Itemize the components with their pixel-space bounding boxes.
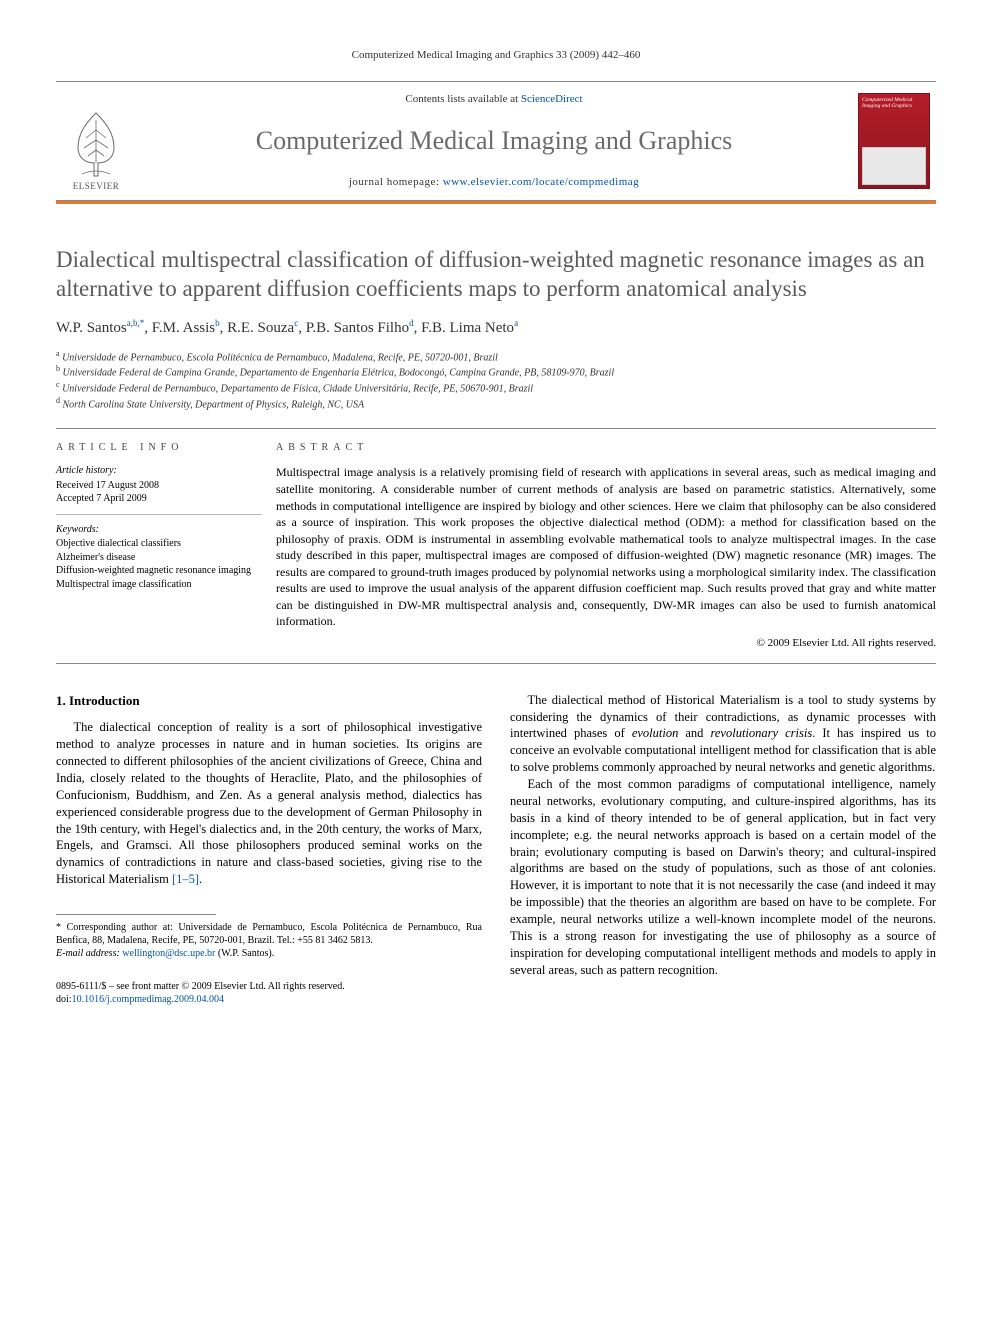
emphasis: evolution xyxy=(632,726,679,740)
keyword: Diffusion-weighted magnetic resonance im… xyxy=(56,564,262,578)
author: R.E. Souzac xyxy=(227,320,298,336)
doi-link[interactable]: 10.1016/j.compmedimag.2009.04.004 xyxy=(72,994,225,1005)
email-person: (W.P. Santos). xyxy=(215,948,274,959)
journal-masthead: ELSEVIER Contents lists available at Sci… xyxy=(56,81,936,201)
affil-text: Universidade de Pernambuco, Escola Polit… xyxy=(62,352,498,363)
body-paragraph: The dialectical conception of reality is… xyxy=(56,719,482,888)
journal-cover-block: Computerized Medical Imaging and Graphic… xyxy=(852,82,936,200)
cover-image-placeholder xyxy=(862,147,926,185)
journal-title: Computerized Medical Imaging and Graphic… xyxy=(144,123,844,158)
footnote-separator xyxy=(56,914,216,915)
info-abstract-row: article info Article history: Received 1… xyxy=(56,428,936,664)
issn-copyright-line: 0895-6111/$ – see front matter © 2009 El… xyxy=(56,980,482,993)
doi-label: doi: xyxy=(56,994,72,1005)
keywords-title: Keywords: xyxy=(56,523,262,537)
article-body: 1. Introduction The dialectical concepti… xyxy=(56,692,936,1006)
contents-available-line: Contents lists available at ScienceDirec… xyxy=(144,92,844,107)
keywords-block: Keywords: Objective dialectical classifi… xyxy=(56,523,262,600)
affiliation: b Universidade Federal de Campina Grande… xyxy=(56,364,936,380)
para-text: . xyxy=(199,872,202,886)
publisher-logo-block: ELSEVIER xyxy=(56,82,136,200)
section-heading: 1. Introduction xyxy=(56,692,482,710)
affiliation-list: a Universidade de Pernambuco, Escola Pol… xyxy=(56,349,936,412)
abstract-body: Multispectral image analysis is a relati… xyxy=(276,464,936,629)
author-marks: a,b,* xyxy=(127,318,145,328)
sciencedirect-link[interactable]: ScienceDirect xyxy=(521,93,583,105)
author-name: F.M. Assis xyxy=(152,320,215,336)
journal-homepage-line: journal homepage: www.elsevier.com/locat… xyxy=(144,175,844,190)
author-marks: a xyxy=(514,318,518,328)
affil-mark: b xyxy=(56,364,60,373)
keyword: Alzheimer's disease xyxy=(56,551,262,565)
keyword: Objective dialectical classifiers xyxy=(56,537,262,551)
contents-prefix: Contents lists available at xyxy=(405,93,520,105)
article-info-heading: article info xyxy=(56,441,262,455)
affil-text: Universidade Federal de Campina Grande, … xyxy=(63,368,615,379)
emphasis: revolutionary crisis xyxy=(710,726,812,740)
publisher-name: ELSEVIER xyxy=(73,180,120,192)
accepted-date: Accepted 7 April 2009 xyxy=(56,492,262,506)
received-date: Received 17 August 2008 xyxy=(56,479,262,493)
affiliation: d North Carolina State University, Depar… xyxy=(56,396,936,412)
email-line: E-mail address: wellington@dsc.upe.br (W… xyxy=(56,947,482,960)
article-history-block: Article history: Received 17 August 2008… xyxy=(56,464,262,515)
affil-mark: c xyxy=(56,380,60,389)
email-label: E-mail address: xyxy=(56,948,122,959)
abstract-copyright: © 2009 Elsevier Ltd. All rights reserved… xyxy=(276,636,936,651)
bottom-meta: 0895-6111/$ – see front matter © 2009 El… xyxy=(56,980,482,1006)
abstract-heading: abstract xyxy=(276,441,936,455)
cover-title-text: Computerized Medical Imaging and Graphic… xyxy=(862,97,926,109)
corresponding-author-note: * Corresponding author at: Universidade … xyxy=(56,921,482,947)
history-title: Article history: xyxy=(56,464,262,478)
affil-mark: d xyxy=(56,396,60,405)
author: F.B. Lima Netoa xyxy=(421,320,518,336)
body-paragraph: The dialectical method of Historical Mat… xyxy=(510,692,936,776)
abstract-panel: abstract Multispectral image analysis is… xyxy=(276,429,936,663)
footnotes-block: * Corresponding author at: Universidade … xyxy=(56,921,482,960)
author: W.P. Santosa,b,* xyxy=(56,320,144,336)
affil-text: North Carolina State University, Departm… xyxy=(63,399,365,410)
author-name: R.E. Souza xyxy=(227,320,294,336)
citation-link[interactable]: [1–5] xyxy=(172,872,199,886)
doi-line: doi:10.1016/j.compmedimag.2009.04.004 xyxy=(56,993,482,1006)
para-text: The dialectical conception of reality is… xyxy=(56,720,482,886)
homepage-prefix: journal homepage: xyxy=(349,176,443,188)
journal-cover-thumbnail: Computerized Medical Imaging and Graphic… xyxy=(858,93,930,189)
affiliation: a Universidade de Pernambuco, Escola Pol… xyxy=(56,349,936,365)
masthead-center: Contents lists available at ScienceDirec… xyxy=(136,82,852,200)
author-name: W.P. Santos xyxy=(56,320,127,336)
author: F.M. Assisb xyxy=(152,320,220,336)
author-name: F.B. Lima Neto xyxy=(421,320,514,336)
article-title: Dialectical multispectral classification… xyxy=(56,246,936,304)
running-header: Computerized Medical Imaging and Graphic… xyxy=(56,48,936,63)
author-email-link[interactable]: wellington@dsc.upe.br xyxy=(122,948,215,959)
affil-text: Universidade Federal de Pernambuco, Depa… xyxy=(62,384,533,395)
para-text: and xyxy=(678,726,710,740)
affiliation: c Universidade Federal de Pernambuco, De… xyxy=(56,380,936,396)
elsevier-tree-icon xyxy=(66,108,126,178)
author: P.B. Santos Filhod xyxy=(306,320,414,336)
affil-mark: a xyxy=(56,349,60,358)
journal-homepage-link[interactable]: www.elsevier.com/locate/compmedimag xyxy=(443,176,639,188)
accent-rule xyxy=(56,201,936,204)
article-info-panel: article info Article history: Received 1… xyxy=(56,429,276,663)
author-marks: d xyxy=(409,318,414,328)
author-marks: c xyxy=(294,318,298,328)
author-marks: b xyxy=(215,318,220,328)
body-paragraph: Each of the most common paradigms of com… xyxy=(510,776,936,979)
keyword: Multispectral image classification xyxy=(56,578,262,592)
author-list: W.P. Santosa,b,*, F.M. Assisb, R.E. Souz… xyxy=(56,317,936,338)
author-name: P.B. Santos Filho xyxy=(306,320,409,336)
